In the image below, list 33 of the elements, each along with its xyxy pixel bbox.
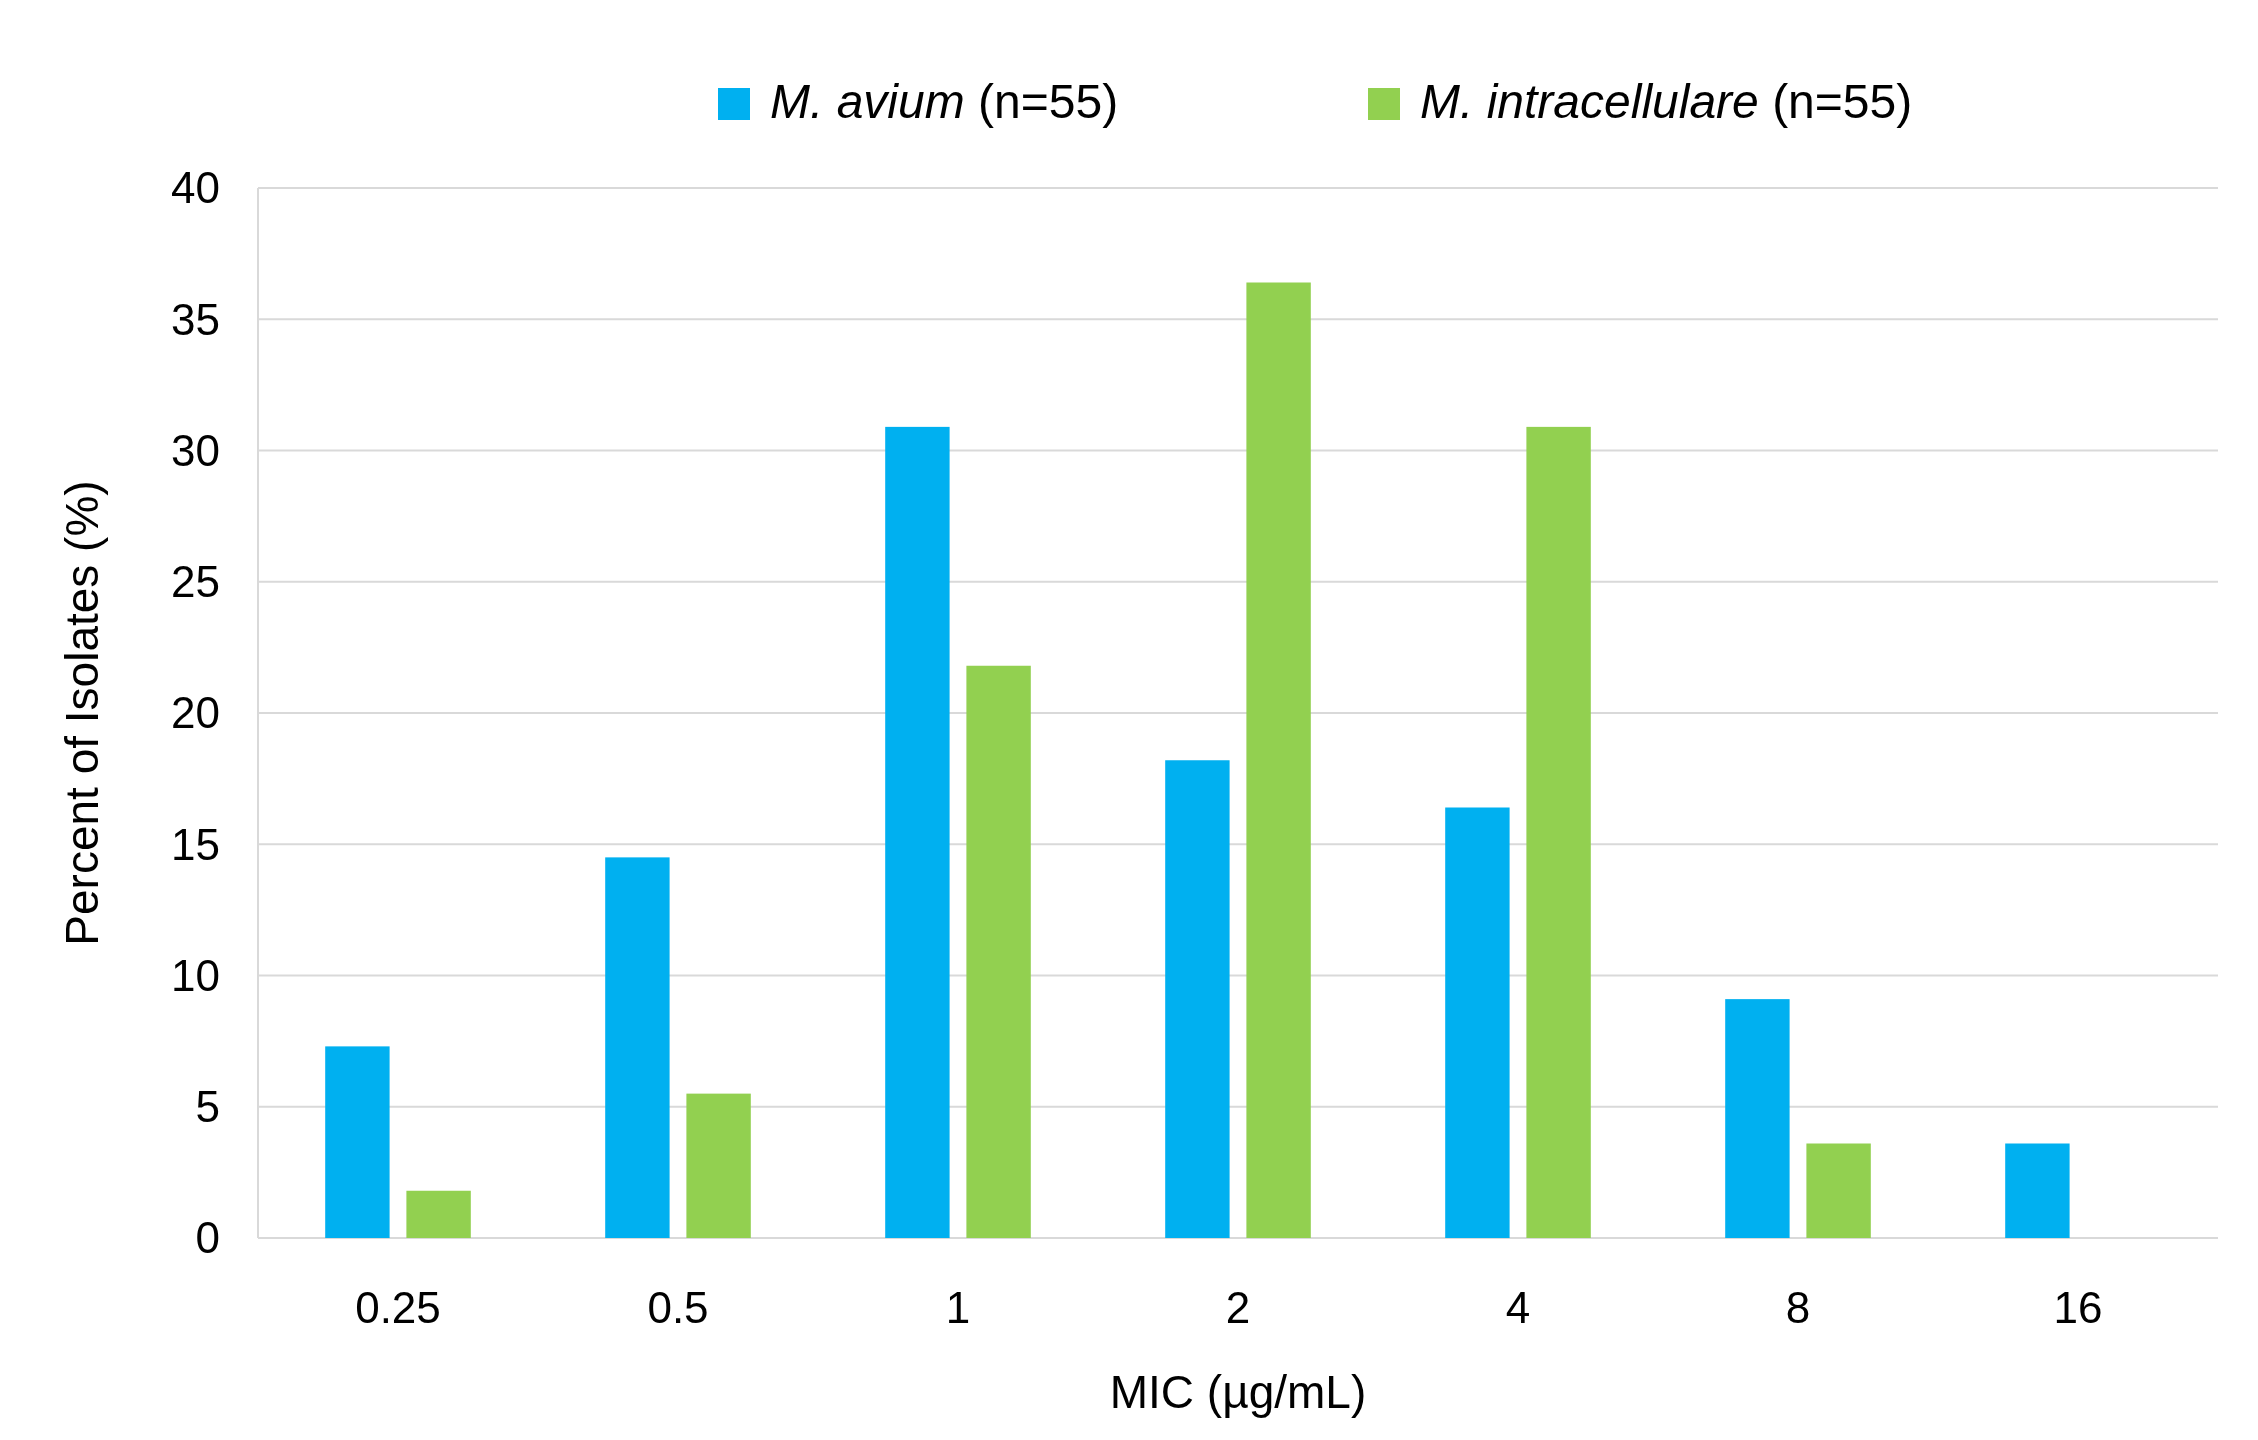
bar bbox=[885, 426, 950, 1238]
x-tick-label: 4 bbox=[1505, 1283, 1531, 1332]
x-tick-label: 8 bbox=[1785, 1283, 1811, 1332]
bar bbox=[686, 1093, 751, 1238]
bar bbox=[1165, 760, 1230, 1238]
x-tick-label: 1 bbox=[945, 1283, 971, 1332]
bar bbox=[605, 857, 670, 1238]
bar bbox=[2005, 1143, 2070, 1238]
x-axis-title: MIC (µg/mL) bbox=[1109, 1366, 1367, 1418]
y-axis-title: Percent of Isolates (%) bbox=[56, 480, 108, 946]
x-tick-label: 0.25 bbox=[355, 1283, 441, 1332]
bar bbox=[1445, 807, 1510, 1238]
y-tick-label: 30 bbox=[171, 425, 220, 475]
bar bbox=[406, 1190, 471, 1238]
y-tick-label: 35 bbox=[171, 294, 220, 344]
bar bbox=[325, 1046, 390, 1238]
bar bbox=[1806, 1143, 1871, 1238]
legend-label: M. avium (n=55) bbox=[770, 75, 1119, 128]
x-tick-label: 2 bbox=[1225, 1283, 1251, 1332]
y-tick-label: 25 bbox=[171, 557, 220, 607]
x-tick-label: 0.5 bbox=[647, 1283, 709, 1332]
legend-label: M. intracellulare (n=55) bbox=[1420, 75, 1913, 128]
y-tick-label: 20 bbox=[171, 688, 220, 738]
bar bbox=[966, 665, 1031, 1238]
y-tick-label: 15 bbox=[171, 819, 220, 869]
x-tick-label: 16 bbox=[2053, 1283, 2103, 1332]
y-tick-label: 10 bbox=[171, 950, 220, 1000]
y-tick-label: 40 bbox=[171, 163, 220, 213]
bar bbox=[1246, 282, 1311, 1238]
bar bbox=[1725, 999, 1790, 1238]
bar bbox=[1526, 426, 1591, 1238]
y-tick-label: 5 bbox=[195, 1082, 220, 1132]
y-tick-label: 0 bbox=[195, 1213, 220, 1263]
